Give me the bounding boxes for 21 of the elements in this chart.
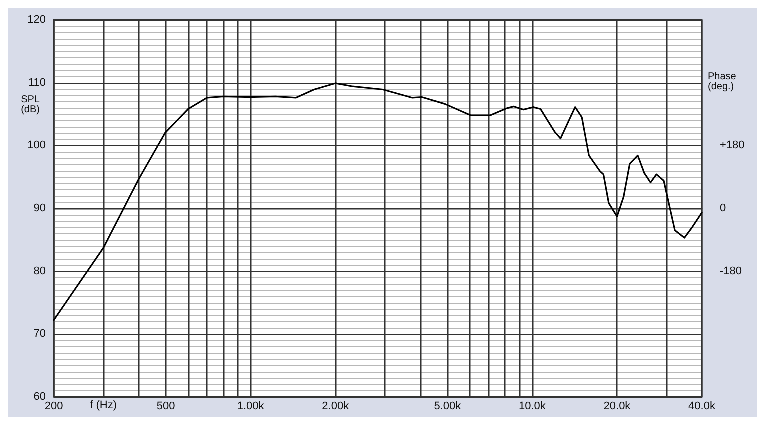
y-tick-label: 120 <box>28 14 46 26</box>
y-tick-label: 110 <box>28 76 46 89</box>
x-axis-title: f (Hz) <box>90 400 118 412</box>
y-tick-label: 80 <box>34 265 46 278</box>
y-axis-title: SPL (dB) <box>21 94 40 116</box>
y-tick-label: 100 <box>28 140 46 152</box>
x-tick-label: 1.00k <box>237 400 265 412</box>
y2-tick-label: -180 <box>720 265 742 278</box>
y-tick-label: 60 <box>34 391 46 403</box>
y2-axis-title: Phase (deg.) <box>708 72 737 92</box>
x-tick-label: 500 <box>156 400 176 412</box>
x-tick-label: 10.0k <box>518 400 546 412</box>
x-tick-label: 40.0k <box>688 400 716 412</box>
y2-tick-label: 0 <box>720 202 726 214</box>
x-tick-label: 5.00k <box>434 400 462 412</box>
x-tick-label: 20.0k <box>604 400 632 412</box>
y2-tick-label: +180 <box>720 140 745 152</box>
y-tick-label: 70 <box>34 328 46 340</box>
x-tick-label: 200 <box>44 400 64 412</box>
x-tick-label: 2.00k <box>322 400 350 412</box>
y-tick-label: 90 <box>34 202 46 214</box>
